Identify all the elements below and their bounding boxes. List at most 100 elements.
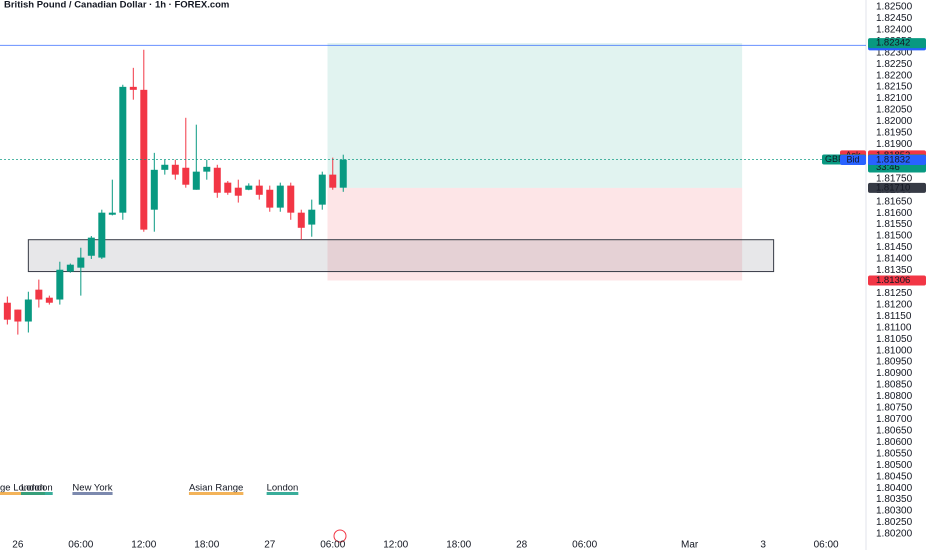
y-tick-label: 1.81450 <box>876 242 913 253</box>
y-tick-label: 1.82100 <box>876 93 913 104</box>
y-tick-label: 1.82450 <box>876 13 913 24</box>
price-badge-label: 1.81710 <box>876 182 910 193</box>
plot-area <box>3 43 775 335</box>
candle-body <box>171 164 179 175</box>
candle-body <box>192 171 200 190</box>
chart-title: British Pound / Canadian Dollar · 1h · F… <box>4 0 229 11</box>
stop-loss-zone <box>327 187 743 281</box>
session-label: ge London <box>0 483 45 494</box>
y-tick-label: 1.80400 <box>876 483 913 494</box>
x-tick-label: 26 <box>12 540 24 550</box>
y-tick-label: 1.82250 <box>876 59 913 70</box>
x-tick-label: 06:00 <box>320 540 345 550</box>
y-tick-label: 1.82200 <box>876 70 913 81</box>
candle-body <box>45 297 53 303</box>
y-tick-label: 1.81200 <box>876 299 913 310</box>
y-tick-label: 1.80350 <box>876 494 913 505</box>
candle-body <box>318 174 326 205</box>
y-tick-label: 1.80600 <box>876 437 913 448</box>
y-tick-label: 1.81950 <box>876 128 913 139</box>
candle-body <box>35 289 43 300</box>
candle-body <box>182 167 190 185</box>
x-tick-label: 12:00 <box>131 540 156 550</box>
x-tick-label: Mar <box>681 540 699 550</box>
y-tick-label: 1.80950 <box>876 357 913 368</box>
y-tick-label: 1.82400 <box>876 24 913 35</box>
candle-body <box>140 89 148 230</box>
x-tick-label: 06:00 <box>572 540 597 550</box>
y-tick-label: 1.80700 <box>876 414 913 425</box>
y-tick-label: 1.80200 <box>876 529 913 540</box>
candle-body <box>203 166 211 172</box>
badge-tag-label: Bid <box>846 154 859 164</box>
candle-body <box>297 212 305 228</box>
x-tick-label: 12:00 <box>383 540 408 550</box>
x-tick-label: 18:00 <box>194 540 219 550</box>
price-badge <box>868 275 926 286</box>
candle-body <box>234 187 242 196</box>
session-bar <box>20 492 53 495</box>
y-tick-label: 1.81050 <box>876 334 913 345</box>
y-tick-label: 1.80550 <box>876 448 913 459</box>
y-tick-label: 1.80900 <box>876 368 913 379</box>
y-tick-label: 1.81400 <box>876 254 913 265</box>
y-tick-label: 1.80850 <box>876 380 913 391</box>
candle-body <box>276 185 284 208</box>
y-tick-label: 1.80500 <box>876 460 913 471</box>
y-tick-label: 1.82300 <box>876 47 913 58</box>
take-profit-zone <box>327 43 743 188</box>
session-label: London <box>21 483 53 494</box>
candle-body <box>87 237 95 256</box>
y-tick-label: 1.81550 <box>876 219 913 230</box>
y-tick-label: 1.81650 <box>876 196 913 207</box>
price-badge-label: 1.81832 <box>876 154 910 165</box>
candle-body <box>308 209 316 225</box>
candle-body <box>3 302 11 320</box>
y-tick-label: 1.80800 <box>876 391 913 402</box>
event-icon[interactable] <box>333 529 347 543</box>
price-badge <box>868 38 926 49</box>
candle-body <box>56 269 64 300</box>
candle-body <box>245 185 253 190</box>
candle-body <box>213 167 221 193</box>
range-zone <box>27 239 775 273</box>
y-tick-label: 1.81500 <box>876 231 913 242</box>
candle-body <box>129 86 137 90</box>
x-tick-label: 18:00 <box>446 540 471 550</box>
x-tick-label: 06:00 <box>814 540 839 550</box>
y-tick-label: 1.81250 <box>876 288 913 299</box>
candle-body <box>339 159 347 188</box>
x-tick-label: 28 <box>516 540 528 550</box>
candle-body <box>108 212 116 215</box>
y-tick-label: 1.81750 <box>876 173 913 184</box>
y-tick-label: 1.82500 <box>876 2 913 13</box>
y-tick-label: 1.81000 <box>876 345 913 356</box>
session-label: New York <box>72 483 112 494</box>
candle-body <box>150 169 158 210</box>
y-tick-label: 1.80250 <box>876 517 913 528</box>
candle-body <box>266 189 274 208</box>
candle-body <box>161 164 169 170</box>
y-tick-label: 1.81350 <box>876 265 913 276</box>
price-badge <box>868 182 926 193</box>
y-tick-label: 1.82000 <box>876 116 913 127</box>
y-tick-label: 1.81100 <box>876 322 912 333</box>
y-tick-label: 1.81150 <box>876 311 912 322</box>
candle-body <box>287 185 295 213</box>
session-label: Asian Range <box>189 483 243 494</box>
y-tick-label: 1.80750 <box>876 403 913 414</box>
y-tick-label: 1.82050 <box>876 105 913 116</box>
badge-tag <box>840 154 866 165</box>
candle-body <box>14 309 22 322</box>
y-tick-label: 1.80300 <box>876 506 913 517</box>
y-tick-label: 1.80450 <box>876 471 913 482</box>
session-label: London <box>267 483 299 494</box>
session-bar <box>72 492 113 495</box>
y-tick-label: 1.80650 <box>876 425 913 436</box>
price-badge-label: 1.81306 <box>876 275 910 286</box>
session-bar <box>188 492 244 495</box>
candle-body <box>329 174 337 188</box>
candle-body <box>66 264 74 272</box>
